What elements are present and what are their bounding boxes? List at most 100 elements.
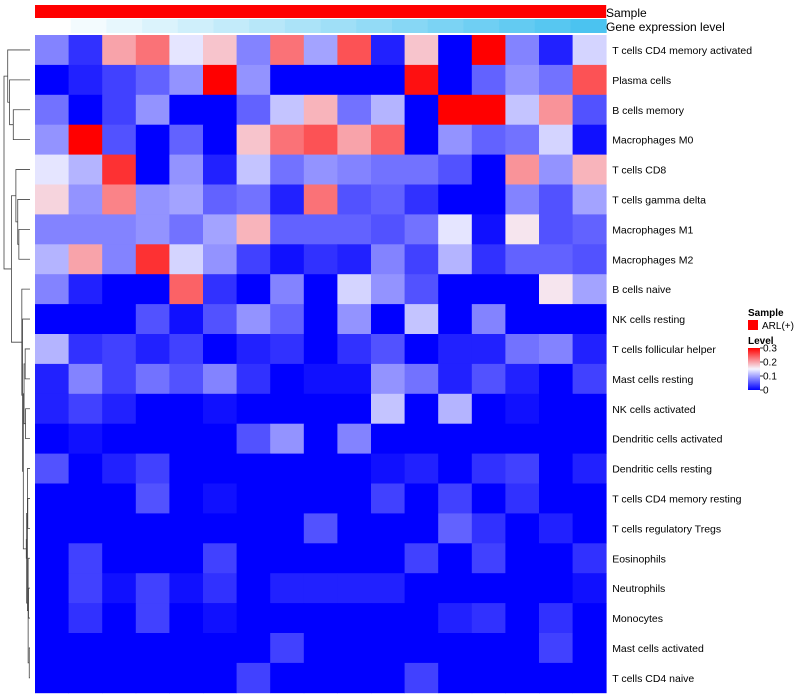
heatmap-cell — [303, 453, 338, 484]
heatmap-cell — [371, 423, 405, 454]
heatmap-cell — [337, 483, 372, 514]
heatmap-cell — [35, 573, 69, 604]
heatmap-cell — [371, 633, 405, 664]
heatmap-cell — [203, 214, 237, 245]
row-label: Macrophages M1 — [612, 224, 693, 236]
heatmap-cell — [539, 244, 573, 275]
heatmap-cell — [102, 184, 137, 215]
heatmap-cell — [203, 154, 237, 185]
row-label: Dendritic cells activated — [612, 434, 722, 446]
heatmap-cell — [102, 304, 137, 335]
heatmap-cell — [404, 274, 439, 305]
heatmap-cell — [203, 94, 237, 126]
heatmap-cell — [539, 35, 573, 66]
heatmap-cell — [236, 603, 271, 634]
legend-tick-label: 0 — [763, 386, 769, 397]
heatmap-cell — [337, 244, 372, 275]
heatmap-cell — [236, 543, 271, 574]
heatmap-cell — [371, 453, 405, 484]
heatmap-cell — [236, 453, 271, 484]
heatmap-cell — [68, 334, 103, 365]
legend-level-title: Level — [748, 336, 774, 347]
legend-sample-entry: ARL(+) — [762, 321, 794, 332]
heatmap-cell — [169, 543, 204, 574]
heatmap-cell — [68, 154, 103, 185]
heatmap-cell — [68, 453, 103, 484]
heatmap-cell — [236, 154, 271, 185]
heatmap-cell — [203, 633, 237, 664]
heatmap-cell — [102, 513, 137, 544]
heatmap-cell — [572, 573, 607, 604]
heatmap-cell — [539, 124, 573, 155]
heatmap-cell — [438, 423, 473, 454]
heatmap-cell — [303, 124, 338, 155]
gene-expression-annotation-cell — [320, 19, 357, 33]
heatmap-cell — [102, 573, 137, 604]
gene-expression-annotation-cell — [177, 19, 214, 33]
heatmap-cell — [102, 662, 137, 694]
heatmap-cell — [135, 363, 170, 395]
heatmap-cell — [471, 214, 506, 245]
heatmap-cell — [404, 35, 439, 66]
heatmap-cell — [539, 513, 573, 544]
heatmap-cell — [68, 244, 103, 275]
heatmap-cell — [505, 483, 540, 514]
heatmap-cell — [539, 94, 573, 126]
heatmap-cell — [169, 662, 204, 694]
heatmap-cell — [337, 274, 372, 305]
heatmap-cell — [572, 453, 607, 484]
heatmap-cell — [404, 603, 439, 634]
heatmap-cell — [135, 393, 170, 425]
heatmap-cell — [270, 184, 305, 215]
heatmap-cell — [169, 423, 204, 454]
heatmap-cell — [371, 573, 405, 604]
heatmap-cell — [471, 64, 506, 96]
gene-expression-annotation-cell — [142, 19, 179, 33]
heatmap-cell — [236, 633, 271, 664]
heatmap-cell — [438, 603, 473, 634]
heatmap-cell — [68, 393, 103, 425]
heatmap-cell — [505, 154, 540, 185]
row-label: Neutrophils — [612, 583, 665, 595]
heatmap-cell — [438, 393, 473, 425]
heatmap-cell — [471, 603, 506, 634]
heatmap-cell — [539, 662, 573, 694]
heatmap-cell — [471, 423, 506, 454]
heatmap-cell — [236, 483, 271, 514]
heatmap-cell — [337, 573, 372, 604]
heatmap-cell — [169, 304, 204, 335]
row-labels: T cells CD4 memory activated Plasma cells… — [612, 45, 752, 685]
heatmap-cell — [68, 423, 103, 454]
heatmap-cell — [203, 35, 237, 66]
heatmap-cell — [68, 124, 103, 155]
heatmap-cell — [505, 244, 540, 275]
heatmap-cell — [68, 543, 103, 574]
heatmap-cell — [371, 603, 405, 634]
dendrogram-branch — [17, 199, 30, 245]
heatmap-cell — [404, 304, 439, 335]
heatmap-cell — [203, 393, 237, 425]
heatmap-cell — [203, 573, 237, 604]
heatmap-cell — [438, 274, 473, 305]
heatmap-cell — [135, 214, 170, 245]
heatmap-cell — [135, 244, 170, 275]
row-label: Mast cells resting — [612, 374, 693, 386]
gene-expression-annotation-bar — [35, 19, 607, 33]
heatmap-cell — [102, 453, 137, 484]
heatmap-cell — [438, 543, 473, 574]
gene-expression-annotation-cell — [392, 19, 429, 33]
heatmap-cell — [135, 124, 170, 155]
dendrogram-branch — [7, 49, 30, 103]
heatmap-cell — [102, 244, 137, 275]
heatmap-cell — [236, 184, 271, 215]
heatmap-cell — [337, 334, 372, 365]
heatmap-cell — [303, 543, 338, 574]
heatmap-cell — [505, 184, 540, 215]
heatmap-cell — [169, 214, 204, 245]
heatmap-cell — [337, 184, 372, 215]
heatmap-cell — [337, 124, 372, 155]
heatmap-cell — [203, 184, 237, 215]
heatmap-cell — [438, 363, 473, 395]
heatmap-cell — [35, 214, 69, 245]
